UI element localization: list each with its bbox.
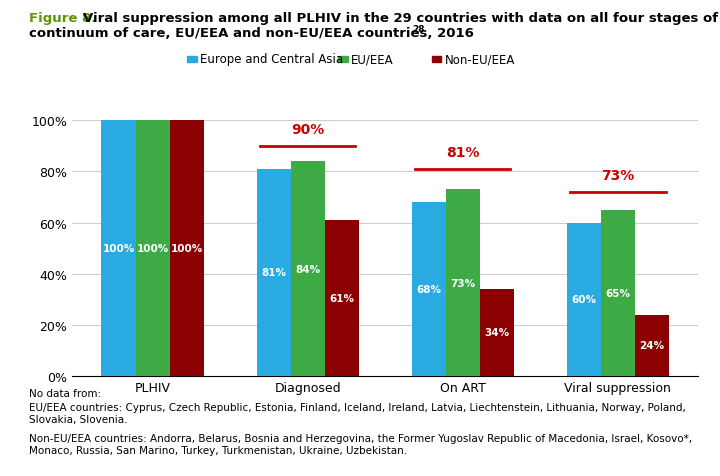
Text: 100%: 100%: [171, 244, 203, 254]
Text: 100%: 100%: [102, 244, 135, 254]
Text: 81%: 81%: [446, 145, 480, 159]
Text: Non-EU/EEA countries: Andorra, Belarus, Bosnia and Herzegovina, the Former Yugos: Non-EU/EEA countries: Andorra, Belarus, …: [29, 433, 692, 455]
Text: continuum of care, EU/EEA and non-EU/EEA countries, 2016: continuum of care, EU/EEA and non-EU/EEA…: [29, 27, 474, 40]
Text: EU/EEA countries: Cyprus, Czech Republic, Estonia, Finland, Iceland, Ireland, La: EU/EEA countries: Cyprus, Czech Republic…: [29, 402, 685, 424]
Bar: [412, 203, 446, 376]
Bar: [325, 220, 359, 376]
Text: 73%: 73%: [450, 278, 475, 288]
Text: 61%: 61%: [329, 293, 354, 303]
Bar: [480, 289, 514, 376]
Text: 34%: 34%: [485, 327, 509, 337]
Text: Europe and Central Asia: Europe and Central Asia: [200, 53, 343, 66]
Text: 28: 28: [413, 25, 425, 34]
Text: Figure 8.: Figure 8.: [29, 12, 96, 25]
Text: Viral suppression among all PLHIV in the 29 countries with data on all four stag: Viral suppression among all PLHIV in the…: [83, 12, 720, 25]
Text: 73%: 73%: [601, 169, 634, 182]
Text: 65%: 65%: [606, 288, 630, 298]
Bar: [600, 210, 635, 376]
Bar: [446, 190, 480, 376]
Text: 90%: 90%: [291, 122, 324, 136]
Text: 60%: 60%: [571, 295, 596, 305]
Text: 81%: 81%: [261, 268, 286, 278]
Text: 100%: 100%: [137, 244, 168, 254]
Bar: [291, 162, 325, 376]
Text: 68%: 68%: [416, 284, 441, 294]
Text: No data from:: No data from:: [29, 388, 101, 398]
Bar: [135, 121, 170, 376]
Bar: [635, 315, 669, 376]
Bar: [170, 121, 204, 376]
Text: 24%: 24%: [639, 340, 665, 350]
Bar: [567, 223, 600, 376]
Bar: [102, 121, 135, 376]
Text: Non-EU/EEA: Non-EU/EEA: [445, 53, 516, 66]
Bar: [256, 169, 291, 376]
Text: 84%: 84%: [295, 264, 320, 274]
Text: EU/EEA: EU/EEA: [351, 53, 394, 66]
